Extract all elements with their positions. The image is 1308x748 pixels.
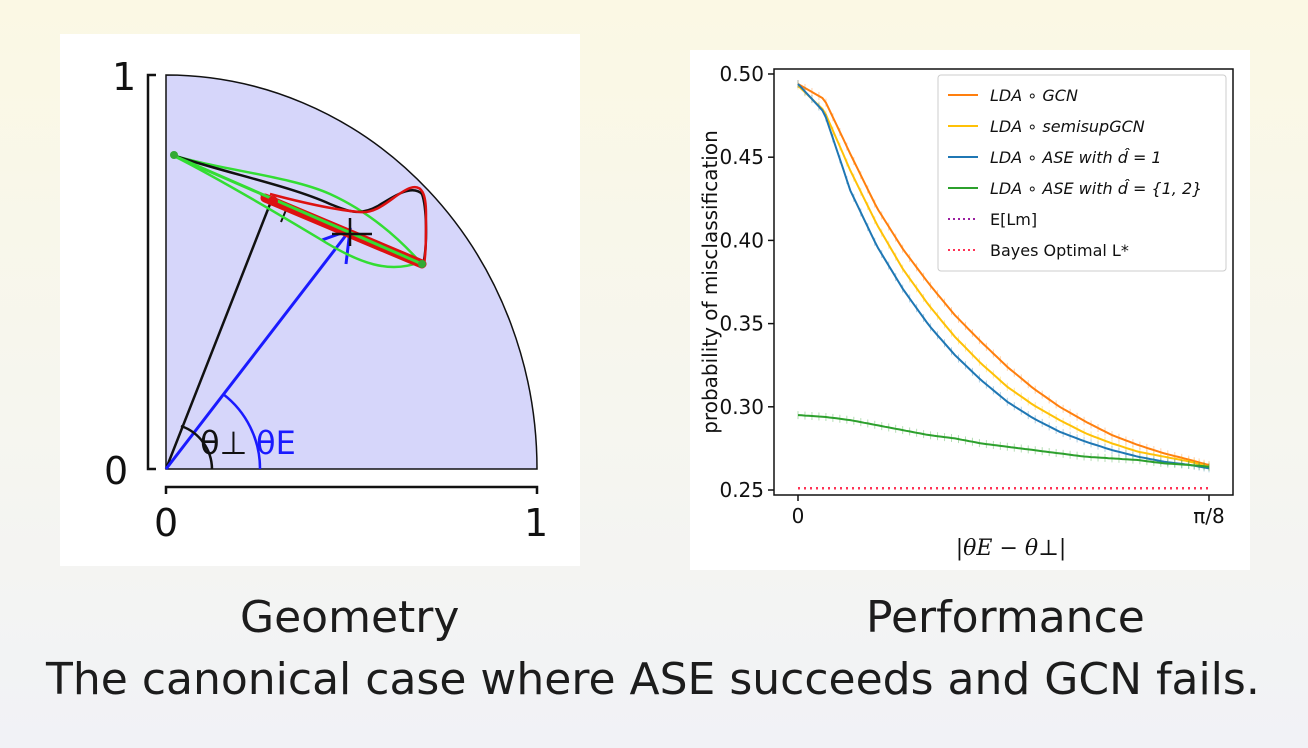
- y-tick-top: 1: [112, 55, 136, 99]
- legend-label: E[Lm]: [990, 210, 1037, 229]
- y-tick-label: 0.25: [719, 478, 764, 502]
- legend-label: LDA ∘ GCN: [990, 86, 1078, 105]
- x-tick-left: 0: [154, 501, 178, 545]
- legend-label: Bayes Optimal L*: [990, 241, 1129, 260]
- x-tick-right: 1: [524, 501, 548, 545]
- red-density-curve: [269, 185, 428, 265]
- mean-cross-mark: [332, 218, 372, 246]
- blue-vector: [164, 229, 352, 470]
- caption-geometry: Geometry: [240, 592, 460, 643]
- x-tick-label: 0: [792, 504, 805, 528]
- y-tick-label: 0.35: [719, 312, 764, 336]
- legend: LDA ∘ GCN LDA ∘ semisupGCN LDA ∘ ASE with …: [937, 74, 1227, 272]
- series-line: [797, 83, 1210, 466]
- geometry-figure: 1 0 0 1 θ⊥ θE: [104, 55, 548, 545]
- green-endpoint-bottom: [418, 260, 426, 268]
- y-tick-label: 0.30: [719, 395, 764, 419]
- performance-panel: probability of misclassification |θE − θ…: [690, 50, 1250, 570]
- red-dot: [268, 196, 278, 206]
- legend-label: LDA ∘ semisupGCN: [990, 117, 1145, 136]
- y-axis-line: [146, 73, 156, 471]
- y-tick-bottom: 0: [104, 449, 128, 493]
- y-tick-label: 0.50: [719, 62, 764, 86]
- perp-direction-line: [164, 198, 274, 470]
- legend-label: LDA ∘ ASE with d̂ = {1, 2}: [990, 179, 1202, 198]
- series-line: [797, 414, 1210, 468]
- x-axis-label: |θE − θ⊥|: [956, 536, 1066, 561]
- caption-main: The canonical case where ASE succeeds an…: [46, 654, 1260, 705]
- theta-e-label: θE: [256, 424, 296, 462]
- green-line-top: [171, 153, 423, 266]
- y-axis-label: probability of misclassification: [698, 130, 722, 434]
- x-tick-label: π/8: [1193, 504, 1225, 528]
- theta-e-arc: [222, 393, 262, 470]
- x-axis-line: [164, 485, 539, 494]
- plot-frame: [773, 68, 1234, 496]
- series-line: [797, 83, 1210, 470]
- legend-box: [937, 74, 1227, 272]
- theta-perp-arc: [180, 424, 214, 470]
- geometry-panel: 1 0 0 1 θ⊥ θE: [60, 34, 580, 566]
- series-0: [797, 79, 1210, 470]
- green-endpoint-top: [170, 151, 178, 159]
- series-1: [797, 81, 1210, 471]
- quarter-disk: [165, 74, 538, 470]
- series-line: [797, 84, 1210, 468]
- theta-perp-label: θ⊥: [200, 424, 247, 462]
- performance-chart: probability of misclassification |θE − θ…: [698, 62, 1234, 561]
- y-tick-label: 0.40: [719, 228, 764, 252]
- y-tick-label: 0.45: [719, 145, 764, 169]
- legend-label: LDA ∘ ASE with d̂ = 1: [990, 148, 1162, 167]
- caption-performance: Performance: [866, 592, 1145, 643]
- series-3: [797, 411, 1210, 471]
